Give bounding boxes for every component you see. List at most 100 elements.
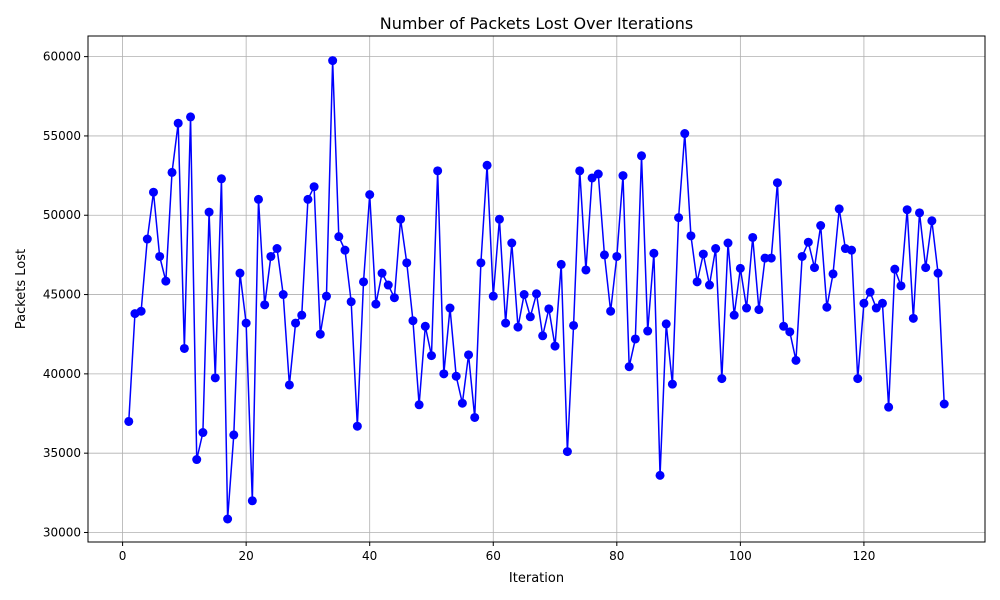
data-point — [513, 322, 523, 332]
data-point — [291, 318, 301, 328]
x-tick-label: 0 — [119, 549, 127, 563]
data-point — [772, 178, 782, 188]
data-point — [340, 245, 350, 255]
data-point — [328, 56, 338, 66]
data-point — [383, 280, 393, 290]
data-point — [402, 258, 412, 268]
x-axis-title: Iteration — [509, 571, 564, 586]
data-point — [822, 302, 832, 312]
y-tick-label: 40000 — [43, 367, 81, 381]
data-point — [637, 151, 647, 161]
data-point — [803, 237, 813, 247]
data-point — [260, 300, 270, 310]
data-point — [828, 269, 838, 279]
data-point — [278, 290, 288, 300]
y-axis-ticks: 30000 35000 40000 45000 50000 55000 60000 — [43, 50, 88, 539]
data-point — [476, 258, 486, 268]
data-point — [704, 280, 714, 290]
data-point — [359, 277, 369, 287]
data-point — [241, 318, 251, 328]
data-point — [810, 263, 819, 273]
y-tick-label: 30000 — [43, 525, 81, 539]
data-point — [148, 187, 158, 197]
data-point — [649, 248, 659, 258]
data-point — [445, 303, 455, 313]
y-tick-label: 50000 — [43, 208, 81, 222]
x-tick-label: 40 — [362, 549, 377, 563]
y-tick-label: 45000 — [43, 288, 81, 302]
data-point — [618, 171, 628, 181]
data-point — [871, 303, 881, 313]
data-point — [779, 321, 789, 331]
data-point — [179, 343, 189, 353]
data-point — [896, 281, 906, 291]
data-point — [309, 182, 319, 192]
data-point — [136, 306, 146, 316]
data-point — [674, 213, 684, 223]
data-point — [464, 350, 474, 360]
data-point — [575, 166, 585, 176]
data-point — [593, 169, 603, 179]
data-point — [612, 251, 622, 261]
data-point — [414, 400, 424, 410]
data-point — [315, 329, 325, 339]
data-point — [346, 297, 356, 307]
data-point — [667, 379, 677, 389]
data-point — [408, 316, 418, 326]
data-point — [284, 380, 294, 390]
data-point — [124, 416, 134, 426]
data-point — [173, 118, 183, 128]
data-point — [216, 174, 226, 184]
data-point — [470, 412, 480, 422]
data-point — [902, 205, 912, 215]
data-point — [680, 129, 690, 139]
data-point — [247, 496, 257, 506]
data-point — [223, 514, 233, 524]
data-point — [198, 428, 208, 438]
x-axis-ticks: 0 20 40 60 80 100 120 — [119, 542, 875, 563]
data-point — [272, 244, 282, 254]
data-point — [389, 293, 399, 303]
data-point — [396, 214, 406, 224]
data-point — [921, 263, 931, 273]
data-point — [686, 231, 696, 241]
data-point — [816, 221, 826, 231]
data-point — [229, 430, 239, 440]
data-point — [847, 245, 857, 255]
data-point — [525, 312, 535, 322]
data-point — [655, 470, 665, 480]
y-tick-label: 60000 — [43, 50, 81, 64]
data-point — [877, 298, 887, 308]
data-point — [297, 310, 307, 320]
data-point — [791, 355, 801, 365]
data-point — [760, 253, 770, 263]
data-point — [186, 112, 196, 122]
data-point — [192, 455, 202, 465]
data-point — [556, 259, 566, 269]
chart-title: Number of Packets Lost Over Iterations — [380, 14, 694, 33]
data-point — [581, 265, 591, 275]
data-point — [766, 253, 776, 263]
data-point — [420, 321, 430, 331]
data-point — [352, 421, 362, 431]
data-point — [698, 249, 708, 259]
data-point — [210, 373, 220, 383]
y-tick-label: 55000 — [43, 129, 81, 143]
data-point — [519, 290, 529, 300]
data-point — [451, 371, 461, 381]
data-point — [266, 251, 276, 261]
plot-frame — [87, 35, 986, 543]
x-tick-label: 100 — [729, 549, 752, 563]
data-point — [507, 238, 517, 248]
y-tick-label: 35000 — [43, 446, 81, 460]
data-point — [334, 232, 344, 242]
data-point — [884, 402, 894, 412]
data-point — [606, 306, 616, 316]
data-point — [161, 276, 171, 286]
data-point — [569, 320, 579, 330]
data-point — [142, 234, 152, 244]
data-point — [785, 327, 795, 337]
data-point — [488, 291, 498, 301]
x-tick-label: 20 — [239, 549, 254, 563]
